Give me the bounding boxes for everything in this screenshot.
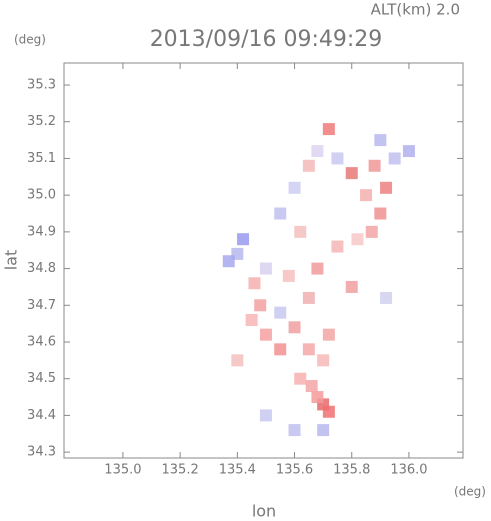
radar-pixel [302,159,315,172]
plot-frame [63,62,464,459]
radar-pixel [331,152,344,165]
radar-pixel [322,328,335,341]
chart-title: 2013/09/16 09:49:29 [150,27,383,52]
radar-pixel [365,225,378,238]
radar-pixel [259,262,272,275]
radar-pixel [288,181,301,194]
radar-pixel [351,233,364,246]
y-tick-label: 34.8 [27,261,56,276]
radar-pixel [288,424,301,437]
radar-pixel [282,269,295,282]
radar-pixel [259,328,272,341]
subtitle: ALT(km) 2.0 [371,1,460,19]
x-unit: (deg) [454,485,486,499]
radar-pixel [388,152,401,165]
radar-pixel [222,255,235,268]
radar-pixel [311,145,324,158]
radar-pixel [274,207,287,220]
x-tick-label: 135.0 [104,463,141,478]
y-tick-label: 35.3 [27,78,56,93]
radar-pixel [322,123,335,136]
radar-pixel [322,405,335,418]
radar-pixel [311,391,324,404]
radar-pixel [237,233,250,246]
radar-pixel [302,291,315,304]
radar-pixel [311,262,324,275]
radar-pixel [231,354,244,367]
x-tick-label: 135.4 [219,463,256,478]
radar-pixel [374,207,387,220]
radar-pixel [259,409,272,422]
radar-pixel [294,372,307,385]
radar-pixel [305,380,318,393]
y-tick-label: 35.0 [27,188,56,203]
y-tick-label: 34.7 [27,298,56,313]
radar-pixel [345,280,358,293]
radar-pixel [345,167,358,180]
y-unit: (deg) [14,33,46,47]
y-tick-label: 34.6 [27,334,56,349]
radar-pixel [317,354,330,367]
radar-pixel [245,313,258,326]
radar-pixel [374,134,387,147]
radar-pixel [317,424,330,437]
radar-pixel [254,299,267,312]
radar-pixel [360,189,373,202]
x-tick-label: 135.2 [162,463,199,478]
radar-pixel [331,240,344,253]
y-tick-label: 35.2 [27,114,56,129]
radar-pixel [294,225,307,238]
x-tick-label: 135.6 [276,463,313,478]
radar-pixel [368,159,381,172]
radar-pixel [402,145,415,158]
y-tick-label: 34.9 [27,224,56,239]
radar-pixel [274,306,287,319]
y-tick-label: 34.3 [27,445,56,460]
x-axis-label: lon [252,502,276,521]
radar-pixel [380,291,393,304]
y-tick-label: 35.1 [27,151,56,166]
radar-pixel [248,277,261,290]
x-tick-label: 136.0 [390,463,427,478]
radar-pixel [380,181,393,194]
y-axis-label: lat [2,250,21,271]
y-tick-label: 34.4 [27,408,56,423]
radar-pixel [302,343,315,356]
y-tick-label: 34.5 [27,371,56,386]
radar-pixel [274,343,287,356]
x-tick-label: 135.8 [333,463,370,478]
radar-pixel [288,321,301,334]
